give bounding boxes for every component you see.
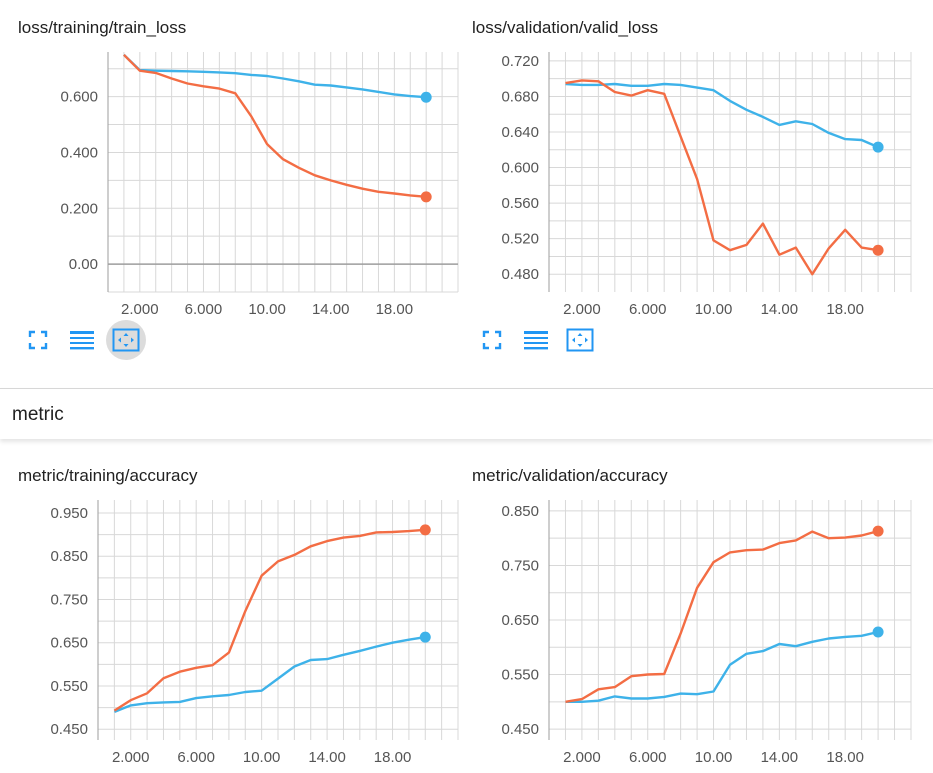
list-icon [524, 331, 548, 350]
x-tick-label: 6.000 [177, 749, 215, 766]
chart-toolbar [18, 320, 158, 360]
x-tick-label: 6.000 [629, 749, 667, 766]
x-tick-label: 2.000 [563, 301, 601, 318]
fit-domain-icon [112, 328, 140, 352]
chart-card-valid-loss: loss/validation/valid_loss [472, 18, 932, 368]
series-line [123, 53, 427, 198]
series-end-point [872, 626, 884, 638]
x-tick-label: 14.00 [761, 301, 799, 318]
section-title: metric [12, 404, 64, 425]
series-line [123, 53, 427, 99]
section-header[interactable]: metric [0, 388, 933, 439]
y-tick-label: 0.750 [501, 557, 539, 574]
y-tick-label: 0.750 [50, 591, 88, 608]
y-tick-label: 0.450 [50, 721, 88, 738]
x-tick-label: 10.00 [695, 749, 733, 766]
y-tick-label: 0.600 [501, 160, 539, 177]
x-tick-label: 2.000 [563, 749, 601, 766]
x-tick-label: 14.00 [308, 749, 346, 766]
y-tick-label: 0.720 [501, 53, 539, 70]
series-end-point [872, 141, 884, 153]
x-tick-label: 18.00 [826, 301, 864, 318]
series-end-point [420, 91, 432, 103]
chart-title: loss/validation/valid_loss [472, 18, 659, 37]
x-tick-label: 6.000 [185, 301, 223, 318]
y-tick-label: 0.850 [50, 548, 88, 565]
x-tick-label: 18.00 [374, 749, 412, 766]
y-tick-label: 0.650 [50, 635, 88, 652]
y-tick-label: 0.480 [501, 266, 539, 283]
chart-card-train-accuracy: metric/training/accuracy [18, 466, 478, 766]
y-tick-label: 0.950 [50, 505, 88, 522]
series-line [565, 79, 879, 276]
chart-card-valid-accuracy: metric/validation/accuracy [472, 466, 932, 766]
y-tick-label: 0.640 [501, 124, 539, 141]
x-tick-label: 14.00 [761, 749, 799, 766]
y-tick-label: 0.600 [60, 89, 98, 106]
list-button[interactable] [516, 320, 556, 360]
x-tick-label: 6.000 [629, 301, 667, 318]
fit-domain-button[interactable] [560, 320, 600, 360]
fit-domain-button[interactable] [106, 320, 146, 360]
series-line [113, 528, 426, 712]
y-tick-label: 0.850 [501, 503, 539, 520]
y-tick-label: 0.00 [69, 256, 98, 273]
y-tick-label: 0.680 [501, 88, 539, 105]
y-tick-label: 0.200 [60, 200, 98, 217]
x-tick-label: 10.00 [248, 301, 286, 318]
chart-toolbar [472, 320, 612, 360]
y-tick-label: 0.560 [501, 195, 539, 212]
list-icon [70, 331, 94, 350]
fullscreen-button[interactable] [18, 320, 58, 360]
fit-domain-icon [566, 328, 594, 352]
grid-lines [549, 500, 911, 740]
x-tick-label: 18.00 [826, 749, 864, 766]
list-button[interactable] [62, 320, 102, 360]
series-end-point [419, 524, 431, 536]
y-tick-label: 0.520 [501, 231, 539, 248]
series-line [565, 82, 879, 149]
series-end-point [872, 525, 884, 537]
series-line [565, 630, 879, 703]
chart-title: metric/training/accuracy [18, 466, 198, 485]
y-tick-label: 0.650 [501, 612, 539, 629]
x-tick-label: 2.000 [112, 749, 150, 766]
chart-title: loss/training/train_loss [18, 18, 187, 37]
y-tick-label: 0.550 [50, 678, 88, 695]
x-tick-label: 2.000 [121, 301, 159, 318]
y-tick-label: 0.450 [501, 721, 539, 738]
series-end-point [420, 191, 432, 203]
fullscreen-icon [482, 330, 502, 350]
x-tick-label: 14.00 [312, 301, 350, 318]
x-tick-label: 18.00 [376, 301, 414, 318]
y-tick-label: 0.400 [60, 144, 98, 161]
x-tick-label: 10.00 [243, 749, 281, 766]
x-tick-label: 10.00 [695, 301, 733, 318]
series-end-point [419, 631, 431, 643]
chart-title: metric/validation/accuracy [472, 466, 668, 485]
fullscreen-icon [28, 330, 48, 350]
series-line [113, 635, 426, 714]
fullscreen-button[interactable] [472, 320, 512, 360]
chart-card-train-loss: loss/training/train_loss [18, 18, 478, 368]
series-end-point [872, 244, 884, 256]
y-tick-label: 0.550 [501, 667, 539, 684]
series-line [565, 529, 879, 703]
grid-lines [98, 500, 458, 740]
